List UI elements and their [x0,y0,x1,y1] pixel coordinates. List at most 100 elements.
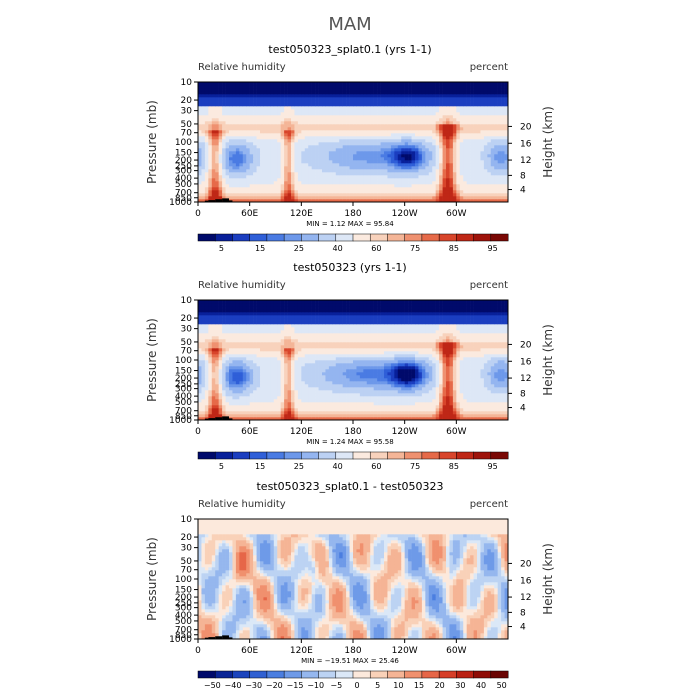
field-cell [308,178,312,182]
field-cell [353,124,357,128]
field-cell [201,387,206,391]
field-cell [435,184,440,188]
field-cell [335,157,340,161]
field-cell [363,193,368,197]
field-cell [363,396,368,400]
field-cell [463,190,467,194]
field-cell [284,148,288,152]
field-cell [215,85,219,89]
field-cell [297,190,302,194]
field-cell [342,411,347,415]
field-cell [449,85,454,89]
field-cell [225,109,230,113]
field-cell [253,100,257,104]
field-cell [466,112,471,116]
field-cell [394,130,399,134]
field-cell [370,178,374,182]
field-cell [446,166,450,170]
field-cell [373,118,378,122]
field-cell [242,145,247,149]
field-cell [277,115,281,119]
field-cell [260,130,264,134]
field-cell [387,130,392,134]
field-cell [359,88,364,92]
field-cell [342,160,347,164]
field-cell [463,411,467,415]
field-cell [353,145,357,149]
field-cell [387,94,392,98]
field-cell [359,181,364,185]
field-cell [418,381,423,385]
field-cell [198,118,202,122]
field-cell [387,142,392,146]
field-cell [359,139,364,143]
field-cell [201,85,206,89]
field-cell [332,190,337,194]
field-cell [335,94,340,98]
field-cell [215,193,219,197]
field-cell [291,411,295,415]
field-cell [249,109,254,113]
field-cell [225,378,230,382]
field-cell [332,172,337,176]
field-cell [397,390,402,394]
field-cell [490,175,495,179]
field-cell [483,106,488,110]
field-cell [335,387,340,391]
field-cell [404,196,409,200]
field-cell [439,181,443,185]
field-cell [280,184,285,188]
field-cell [463,106,467,110]
field-cell [239,157,244,161]
field-cell [215,136,219,140]
field-cell [466,97,471,101]
field-cell [366,384,371,388]
field-cell [229,411,233,415]
field-cell [408,103,412,107]
field-cell [284,414,288,418]
field-cell [253,414,257,418]
field-cell [242,375,247,379]
field-cell [325,82,330,86]
field-cell [411,103,416,107]
field-cell [415,112,419,116]
field-cell [291,130,295,134]
field-cell [249,181,254,185]
field-cell [287,88,292,92]
field-cell [439,387,443,391]
field-cell [263,142,268,146]
field-cell [270,193,275,197]
field-cell [490,94,495,98]
field-cell [273,142,278,146]
field-cell [359,148,364,152]
field-cell [215,82,219,86]
field-cell [428,417,433,421]
field-cell [411,97,416,101]
field-cell [339,124,343,128]
field-cell [487,100,492,104]
field-cell [480,139,485,143]
field-cell [256,85,261,89]
field-cell [211,127,216,131]
field-cell [456,181,461,185]
field-cell [315,399,319,403]
field-cell [501,402,505,406]
field-cell [411,193,416,197]
field-cell [480,193,485,197]
field-cell [442,405,447,409]
field-cell [373,181,378,185]
field-cell [335,124,340,128]
field-cell [239,103,244,107]
field-cell [442,112,447,116]
field-cell [308,199,312,203]
field-cell [449,408,454,412]
field-cell [242,178,247,182]
field-cell [277,148,281,152]
field-cell [249,390,254,394]
field-cell [401,121,405,125]
field-cell [373,121,378,125]
field-cell [208,115,213,119]
field-cell [204,163,209,167]
field-cell [421,187,426,191]
field-cell [270,181,275,185]
